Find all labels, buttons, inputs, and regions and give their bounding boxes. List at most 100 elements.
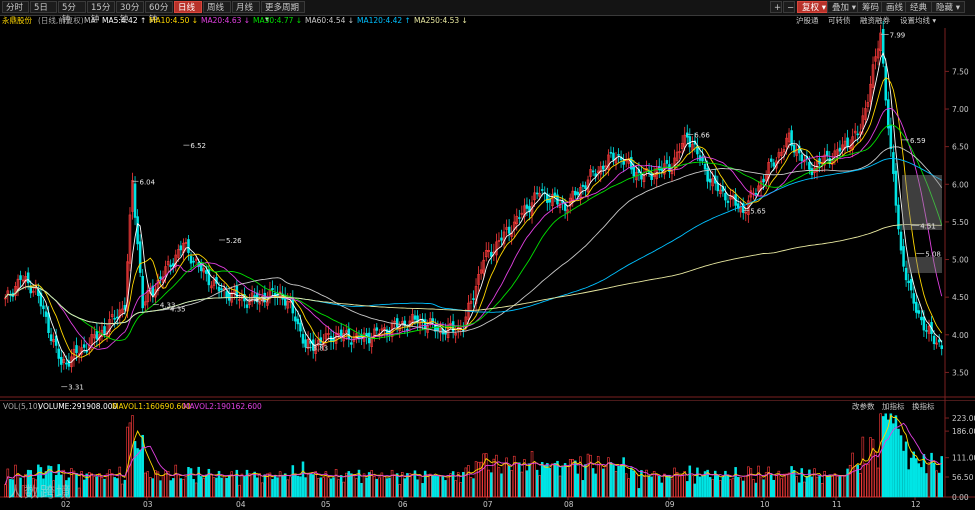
candle-body	[790, 130, 793, 147]
candle-body	[887, 99, 890, 129]
x-tick-label: 06	[398, 500, 408, 509]
volume-bar	[706, 469, 709, 498]
volume-bar	[879, 413, 882, 498]
volume-bar	[841, 475, 844, 498]
period-tab[interactable]: 日线	[174, 1, 202, 13]
period-tab[interactable]: 月线	[232, 1, 260, 13]
candle-body	[85, 350, 88, 353]
volume-bar	[126, 426, 129, 498]
candle-body	[775, 160, 778, 169]
candle-body	[299, 322, 302, 332]
volume-bar	[230, 471, 234, 498]
candle-body	[19, 275, 22, 280]
candle-body	[688, 136, 692, 148]
candle-body	[184, 242, 188, 244]
volume-bar	[535, 469, 539, 498]
period-tab[interactable]: 15分钟	[87, 1, 115, 25]
candle-body	[894, 170, 898, 206]
candle-body	[324, 333, 328, 340]
volume-bar	[490, 472, 493, 498]
volume-bar	[927, 462, 931, 498]
header-link[interactable]: 可转债	[828, 16, 851, 25]
volume-bar	[693, 483, 697, 498]
candle-body	[115, 316, 119, 319]
vol-indicator-name[interactable]: VOL(5,10)	[3, 402, 41, 411]
candle-body	[874, 56, 877, 62]
volume-bar	[568, 458, 572, 498]
volume-bar	[347, 471, 351, 498]
volume-link[interactable]: 改参数	[852, 402, 875, 411]
volume-bar	[795, 476, 798, 498]
zoom-out-button[interactable]: −	[783, 1, 795, 13]
ma60-line	[4, 146, 943, 333]
volume-bar	[299, 476, 302, 498]
volume-bar	[497, 467, 501, 498]
price-annotation: 6.04	[140, 178, 156, 186]
volume-bar	[154, 470, 157, 498]
candle-body	[823, 154, 826, 166]
candle-body	[876, 48, 880, 59]
volume-bar	[6, 468, 10, 498]
volume-bar	[161, 475, 165, 498]
candle-body	[899, 231, 903, 251]
cost-zone-box	[907, 257, 942, 273]
candle-body	[902, 246, 905, 267]
volume-bar	[446, 475, 450, 498]
volume-bar	[482, 453, 485, 498]
volume-bar	[484, 453, 488, 498]
y-tick-label: 4.50	[952, 293, 969, 302]
period-tab[interactable]: 更多周期 ▾	[261, 1, 305, 25]
volume-bar	[383, 476, 386, 498]
volume-bar	[388, 477, 391, 498]
volume-bar	[283, 473, 287, 498]
volume-bar	[273, 475, 277, 498]
volume-bar	[207, 468, 211, 498]
volume-bar	[217, 470, 221, 498]
volume-bar	[65, 480, 68, 498]
candle-body	[571, 190, 575, 202]
period-tab[interactable]: 分时	[2, 1, 29, 13]
candle-body	[113, 317, 116, 320]
period-tab[interactable]: 30分钟	[116, 1, 144, 25]
mavol2-value: MAVOL2:190162.600	[183, 402, 262, 411]
candle-body	[380, 328, 384, 331]
volume-link[interactable]: 加指标	[882, 402, 905, 411]
volume-bar	[932, 462, 936, 498]
candle-body	[227, 292, 231, 301]
header-link[interactable]: 融资融券	[860, 16, 890, 25]
volume-bar	[691, 475, 694, 498]
volume-bar	[281, 474, 284, 498]
stock-name[interactable]: 永鼎股份	[2, 16, 32, 25]
volume-bar	[650, 476, 653, 498]
tool-button[interactable]: 经典	[905, 1, 933, 13]
tool-button[interactable]: 画线	[881, 1, 909, 13]
candle-body	[925, 330, 928, 332]
volume-bar	[77, 487, 81, 498]
volume-bar	[467, 465, 470, 498]
price-annotation: 5.08	[925, 251, 941, 259]
header-link[interactable]: 设置均线 ▾	[900, 16, 937, 25]
period-tab[interactable]: 60分钟	[145, 1, 173, 25]
volume-bar	[52, 480, 55, 498]
volume-bar	[701, 475, 704, 498]
tool-button[interactable]: 隐藏 ▾	[931, 1, 965, 13]
volume-bar	[421, 483, 424, 498]
period-tab[interactable]: 周线	[203, 1, 231, 13]
header-link[interactable]: 沪股通	[796, 16, 819, 25]
zoom-in-button[interactable]: +	[770, 1, 782, 13]
volume-link[interactable]: 换指标	[912, 402, 935, 411]
volume-bar	[764, 472, 768, 498]
candle-body	[650, 172, 653, 180]
period-tab[interactable]: 5分钟	[58, 1, 86, 25]
volume-bar	[673, 467, 676, 498]
candle-body	[156, 279, 160, 291]
period-tab[interactable]: 5日	[30, 1, 57, 13]
x-tick-label: 03	[143, 500, 153, 509]
volume-bar	[831, 475, 834, 498]
volume-bar	[645, 469, 648, 498]
candle-body	[866, 102, 870, 107]
volume-bar	[803, 481, 806, 498]
volume-bar	[548, 467, 552, 498]
candle-body	[31, 290, 35, 293]
